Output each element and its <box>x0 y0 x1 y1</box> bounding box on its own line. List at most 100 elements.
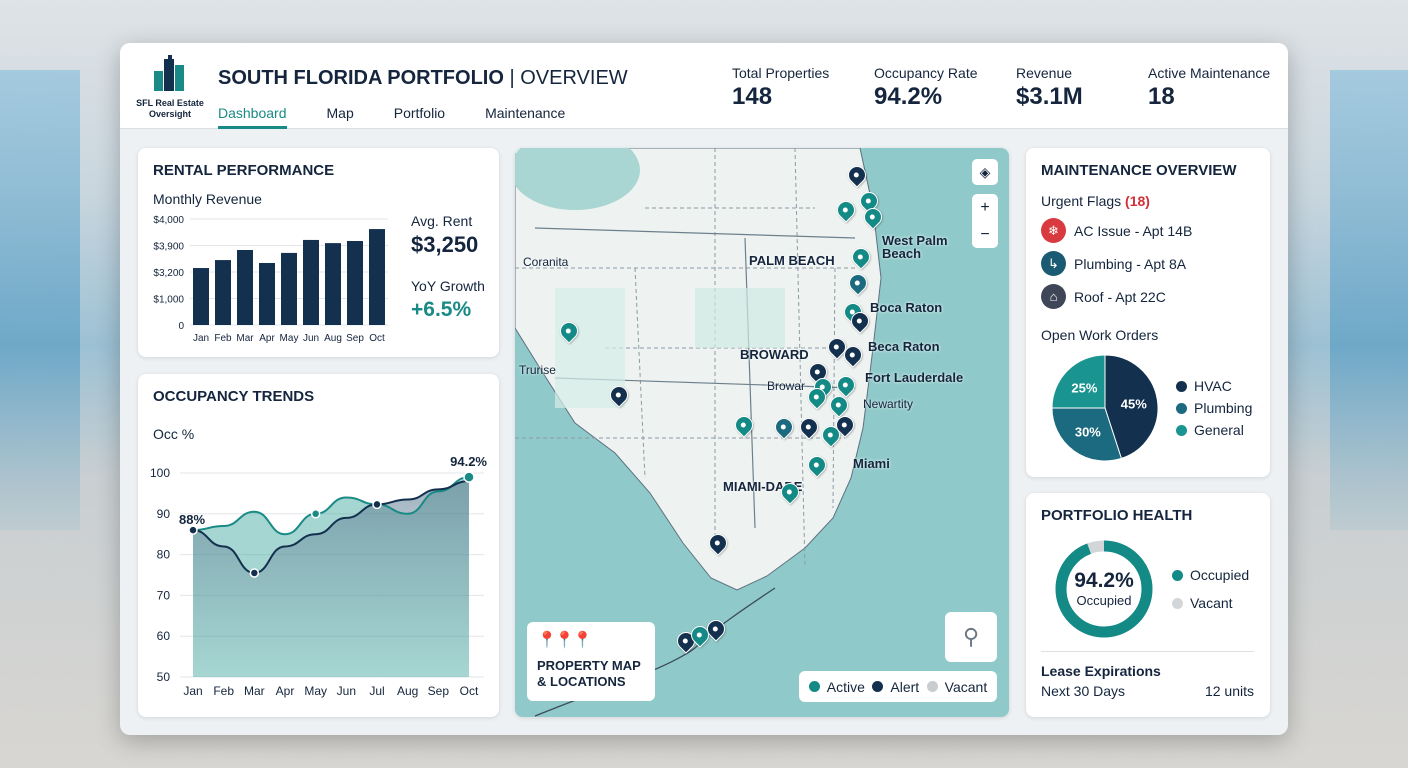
x-tick-label: Jul <box>369 684 384 698</box>
building-logo-icon <box>154 55 184 91</box>
y-tick-label: $1,000 <box>153 295 184 306</box>
tab-portfolio[interactable]: Portfolio <box>393 105 446 121</box>
urgent-flags-label: Urgent Flags (18) <box>1041 193 1150 209</box>
property-map[interactable]: Coranita PALM BEACH West Palm Beach Boca … <box>515 148 1009 717</box>
lease-expirations-label: Lease Expirations <box>1041 663 1161 679</box>
roof-icon: ⌂ <box>1041 284 1066 309</box>
x-tick-label: Apr <box>276 684 295 698</box>
x-tick-label: Sep <box>428 684 450 698</box>
property-map-card: 📍📍📍 PROPERTY MAP & LOCATIONS <box>527 622 655 701</box>
data-point <box>188 525 198 535</box>
monthly-revenue-bar-chart: 0 $1,000 $3,200 $3,900 $4,000 Jan Feb Mar Apr May… <box>153 215 388 344</box>
lease-value: 12 units <box>1204 683 1254 699</box>
donut-center: 94.2% Occupied <box>1054 569 1154 608</box>
x-tick-label: Feb <box>214 333 232 344</box>
map-label-coranita: Coranita <box>523 255 569 269</box>
x-tick-label: Apr <box>259 333 275 344</box>
legend-hvac: HVAC <box>1194 378 1232 394</box>
pins-icon: 📍📍📍 <box>537 632 593 649</box>
flag-plumbing[interactable]: ↳ Plumbing - Apt 8A <box>1041 251 1186 276</box>
faucet-icon: ↳ <box>1041 251 1066 276</box>
legend-vacant: Vacant <box>1190 595 1233 611</box>
pie-label: 45% <box>1121 396 1147 411</box>
alert-dot-icon <box>872 681 884 692</box>
occupancy-line-chart: 50 60 70 80 90 100 Jan Feb Mar Apr May Jun Jul Aug Sep… <box>150 454 487 698</box>
y-axis-label: Occ % <box>153 426 195 442</box>
card-title: OCCUPANCY TRENDS <box>153 388 315 405</box>
tab-map[interactable]: Map <box>326 105 354 121</box>
work-orders-label: Open Work Orders <box>1041 327 1159 343</box>
x-tick-label: May <box>304 684 327 698</box>
vacant-dot-icon <box>1172 597 1183 609</box>
y-tick-label: 80 <box>157 548 171 562</box>
divider <box>1041 651 1254 652</box>
map-label-browar: Browar <box>767 379 806 393</box>
x-tick-label: Feb <box>213 684 234 698</box>
annotation-jan: 88% <box>179 512 205 527</box>
maintenance-overview-card: MAINTENANCE OVERVIEW Urgent Flags (18) ❄… <box>1026 148 1270 477</box>
x-tick-label: Jan <box>183 684 202 698</box>
card-title: MAINTENANCE OVERVIEW <box>1041 162 1237 179</box>
series-line-navy <box>192 480 470 574</box>
x-tick-label: Mar <box>244 684 265 698</box>
pie-label: 25% <box>1071 380 1097 395</box>
snowflake-icon: ❄ <box>1041 218 1066 243</box>
map-label-trurise: Trurise <box>519 363 556 377</box>
data-point <box>372 499 382 510</box>
zoom-out-button[interactable]: − <box>980 226 990 243</box>
y-tick-label: 0 <box>178 321 184 332</box>
x-tick-label: Jun <box>303 333 319 344</box>
kpi-occupancy-rate: Occupancy Rate 94.2% <box>874 65 978 110</box>
yoy-growth-value: +6.5% <box>411 298 472 321</box>
logo: SFL Real Estate Oversight <box>134 55 206 120</box>
data-point <box>463 471 475 483</box>
logo-text: SFL Real Estate Oversight <box>136 98 204 119</box>
x-tick-label: Oct <box>369 333 385 344</box>
bar <box>193 268 209 325</box>
card-title: RENTAL PERFORMANCE <box>153 162 335 179</box>
pie-legend: HVAC Plumbing General <box>1176 378 1252 444</box>
card-title-line1: PROPERTY MAP <box>537 658 641 673</box>
y-tick-label: $4,000 <box>153 215 184 226</box>
x-tick-label: Aug <box>397 684 418 698</box>
flag-roof[interactable]: ⌂ Roof - Apt 22C <box>1041 284 1166 309</box>
tab-dashboard[interactable]: Dashboard <box>218 105 287 129</box>
x-tick-label: Aug <box>324 333 342 344</box>
card-title-line2: & LOCATIONS <box>537 674 626 689</box>
y-tick-label: $3,200 <box>153 268 184 279</box>
work-orders-pie-chart: 45% 30% 25% <box>1051 354 1159 462</box>
yoy-growth-label: YoY Growth <box>411 278 485 294</box>
kpi-total-properties: Total Properties 148 <box>732 65 830 110</box>
layers-icon[interactable]: ◈ <box>972 159 998 185</box>
map-label-miami: Miami <box>853 456 890 471</box>
flag-ac-issue[interactable]: ❄ AC Issue - Apt 14B <box>1041 218 1192 243</box>
occupancy-trends-card: OCCUPANCY TRENDS Occ % 50 60 70 80 90 100 Jan F… <box>138 374 499 717</box>
x-tick-label: Oct <box>460 684 479 698</box>
map-label-beca-raton: Beca Raton <box>868 339 940 354</box>
map-label-west-palm-beach: West Palm Beach <box>882 233 948 261</box>
data-point <box>310 509 321 519</box>
active-dot-icon <box>808 681 820 692</box>
y-tick-label: $3,900 <box>153 242 184 253</box>
map-location-icon[interactable]: ⚲ <box>945 612 997 662</box>
x-tick-label: Sep <box>346 333 364 344</box>
bar <box>325 243 341 325</box>
bar <box>281 252 297 325</box>
bar <box>237 250 253 325</box>
avg-rent-value: $3,250 <box>411 232 479 257</box>
map-label-fort-lauderdale: Fort Lauderdale <box>865 370 964 385</box>
vacant-dot-icon <box>926 681 938 692</box>
series-line-teal <box>192 476 470 536</box>
portfolio-health-card: PORTFOLIO HEALTH 94.2% Occupied Occupied… <box>1026 493 1270 717</box>
map-label-broward: BROWARD <box>740 347 809 362</box>
page-title: SOUTH FLORIDA PORTFOLIO | OVERVIEW <box>218 67 628 89</box>
card-title: PORTFOLIO HEALTH <box>1041 507 1193 524</box>
bar <box>215 260 231 325</box>
rental-performance-card: RENTAL PERFORMANCE Monthly Revenue 0 $1,0… <box>138 148 499 357</box>
occupancy-donut-chart <box>1055 540 1153 638</box>
tab-maintenance[interactable]: Maintenance <box>485 105 566 121</box>
chart-subtitle: Monthly Revenue <box>153 191 262 207</box>
zoom-in-button[interactable]: + <box>980 199 990 216</box>
avg-rent-label: Avg. Rent <box>411 213 473 229</box>
occupied-dot-icon <box>1172 569 1183 581</box>
